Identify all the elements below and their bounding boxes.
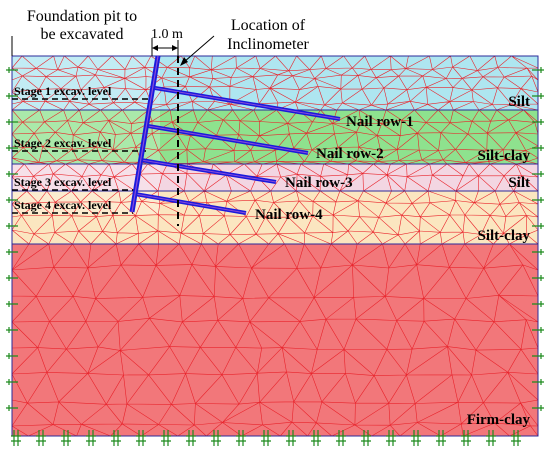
nail-rows	[134, 86, 341, 215]
pit-label-line-1: Foundation pit to	[27, 8, 137, 25]
model-boundary	[11, 55, 539, 437]
layer-silt-1-label: Silt	[508, 94, 530, 110]
nail-row-2-label: Nail row-2	[316, 146, 384, 162]
layer-silt-2-label: Silt	[508, 175, 530, 191]
nail-row-4-label: Nail row-4	[255, 207, 323, 223]
inclinometer-label-line-2: Inclinometer	[227, 36, 309, 53]
pit-label-line-2: be excavated	[40, 26, 123, 43]
nail-row-3-label: Nail row-3	[285, 175, 353, 191]
layer-firm-clay-label: Firm-clay	[467, 412, 531, 428]
stage-2-label: Stage 2 excav. level	[14, 136, 112, 150]
nail-row-3-core	[140, 159, 277, 183]
support-symbols	[6, 67, 544, 446]
nail-row-1-core	[154, 87, 341, 120]
stage-levels	[12, 98, 152, 214]
nail-row-4-core	[134, 193, 247, 214]
inclinometer-leader	[183, 35, 215, 63]
facing-wall-core	[131, 55, 159, 213]
offset-label: 1.0 m	[151, 27, 183, 42]
stage-3-label: Stage 3 excav. level	[14, 175, 112, 189]
nail-row-2-core	[147, 125, 309, 154]
layer-silt-clay-2-fill	[12, 191, 538, 244]
offset-arrow-left	[152, 45, 158, 51]
stage-4-label: Stage 4 excav. level	[14, 198, 112, 212]
stage-1-label: Stage 1 excav. level	[14, 84, 112, 98]
inclinometer-label-line-1: Location of	[231, 17, 306, 34]
nail-row-1-label: Nail row-1	[346, 114, 414, 130]
layer-silt-clay-2-label: Silt-clay	[478, 228, 531, 244]
boundary-supports	[6, 67, 544, 446]
layer-firm-clay-fill	[12, 244, 538, 436]
inclinometer-leader-arrow	[180, 57, 188, 66]
layer-silt-clay-1-label: Silt-clay	[478, 148, 531, 164]
offset-arrow-right	[172, 45, 178, 51]
